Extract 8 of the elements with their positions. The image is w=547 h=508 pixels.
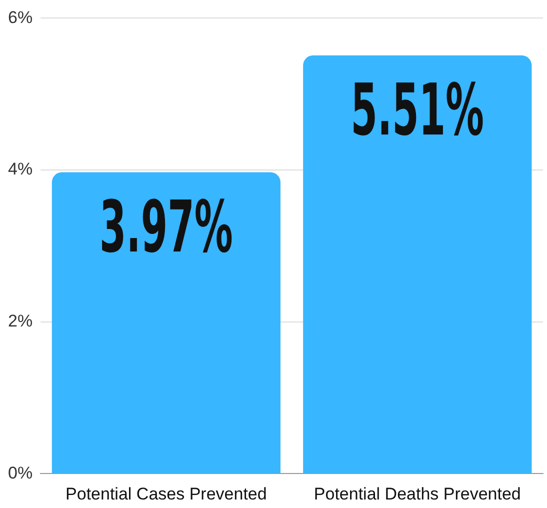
y-tick-label: 6% (8, 8, 33, 27)
y-tick-label: 4% (8, 160, 33, 179)
y-tick-label: 2% (8, 311, 33, 330)
x-tick-label: Potential Cases Prevented (66, 484, 267, 504)
data-label: 3.97% (100, 185, 233, 269)
x-tick-label: Potential Deaths Prevented (314, 484, 521, 504)
data-label: 5.51% (350, 68, 484, 152)
y-tick-label: 0% (8, 463, 33, 482)
